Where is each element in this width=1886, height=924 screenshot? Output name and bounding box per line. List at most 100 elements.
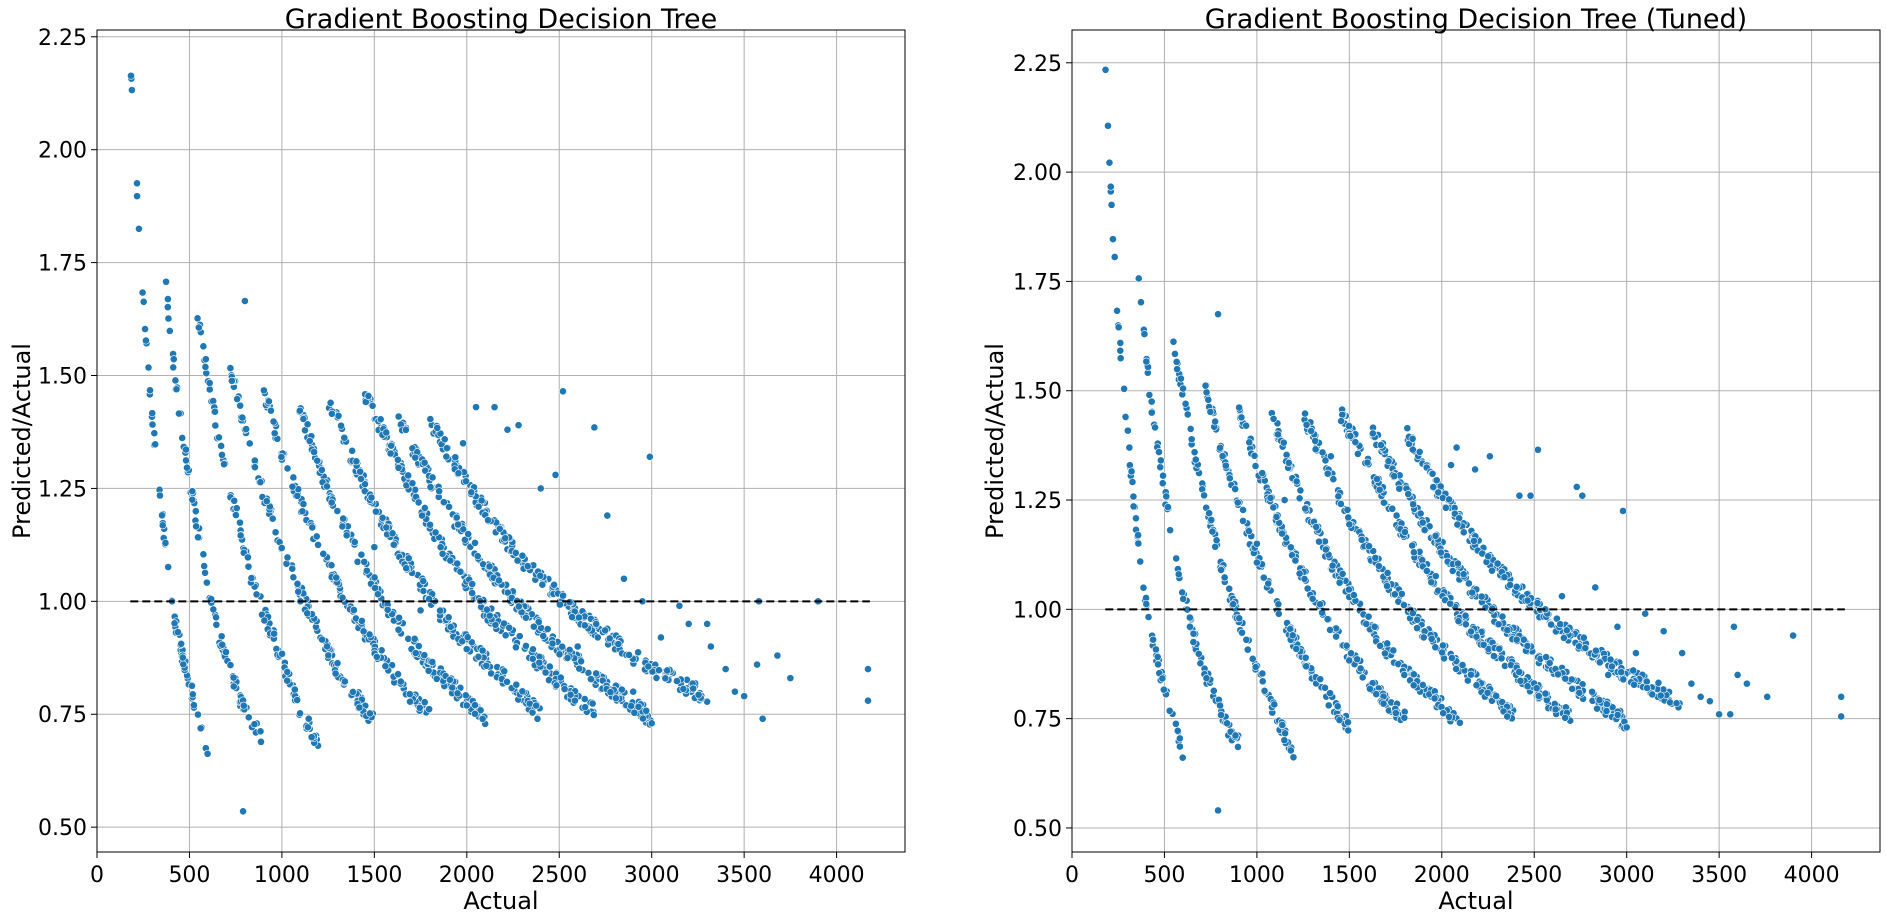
scatter-point: [1189, 629, 1198, 638]
scatter-point: [1353, 449, 1362, 458]
scatter-point: [1121, 413, 1130, 421]
scatter-point: [312, 532, 321, 541]
scatter-point: [1467, 670, 1475, 679]
scatter-point: [1301, 653, 1310, 662]
scatter-point: [1107, 200, 1116, 209]
scatter-point: [476, 706, 485, 715]
scatter-point: [298, 507, 307, 516]
y-tick-label: 1.00: [38, 590, 87, 615]
scatter-point: [376, 415, 385, 424]
scatter-point: [1140, 330, 1149, 338]
scatter-point: [1622, 723, 1631, 732]
scatter-point: [456, 567, 465, 576]
scatter-point: [1171, 350, 1179, 358]
scatter-point: [545, 662, 554, 671]
scatter-point: [503, 677, 511, 686]
x-axis-label-2: Actual: [1438, 887, 1513, 915]
scatter-point: [188, 681, 196, 690]
scatter-point: [164, 563, 173, 571]
scatter-point: [217, 632, 226, 641]
scatter-point: [1326, 689, 1334, 698]
scatter-point: [1280, 496, 1289, 504]
scatter-point: [1591, 646, 1600, 655]
scatter-point: [1134, 274, 1143, 283]
scatter-point: [1438, 641, 1447, 650]
scatter-point: [259, 386, 268, 395]
y-tick-label: 0.50: [1013, 817, 1062, 842]
scatter-point: [170, 619, 179, 628]
scatter-point: [1494, 620, 1503, 629]
scatter-point: [1260, 686, 1269, 695]
scatter-point: [1617, 668, 1626, 677]
scatter-point: [1302, 662, 1311, 671]
scatter-point: [1376, 641, 1384, 650]
scatter-point: [559, 387, 567, 396]
scatter-point: [202, 578, 211, 587]
scatter-point: [1328, 561, 1337, 570]
scatter-point: [1270, 700, 1279, 709]
scatter-point: [1389, 646, 1398, 655]
scatter-point: [1231, 731, 1240, 740]
scatter-point: [177, 639, 186, 648]
scatter-point: [1109, 235, 1117, 244]
scatter-point: [556, 600, 564, 609]
scatter-point: [864, 665, 872, 673]
scatter-point: [1278, 721, 1287, 729]
scatter-point: [1422, 566, 1431, 575]
scatter-point: [1641, 609, 1650, 618]
scatter-point: [1125, 443, 1134, 452]
scatter-point: [1648, 690, 1657, 699]
scatter-point: [1164, 503, 1172, 511]
scatter-point: [1288, 631, 1297, 640]
scatter-point: [360, 557, 369, 566]
scatter-point: [350, 606, 358, 614]
scatter-point: [374, 590, 382, 599]
scatter-point: [474, 502, 483, 511]
scatter-point: [1147, 408, 1156, 417]
scatter-point: [212, 613, 220, 622]
scatter-point: [1395, 484, 1404, 493]
scatter-point: [319, 549, 328, 558]
scatter-point: [203, 749, 212, 758]
scatter-point: [179, 660, 188, 669]
scatter-point: [1420, 526, 1429, 534]
scatter-point: [1258, 669, 1267, 678]
scatter-point: [580, 695, 589, 703]
scatter-point: [411, 649, 420, 657]
scatter-point: [558, 642, 567, 651]
scatter-point: [337, 421, 345, 430]
scatter-point: [188, 487, 197, 496]
scatter-point: [296, 709, 304, 718]
scatter-point: [161, 539, 170, 547]
scatter-point: [425, 705, 434, 714]
scatter-point: [1392, 511, 1401, 520]
x-tick-label: 4000: [809, 863, 865, 888]
scatter-point: [1446, 599, 1455, 608]
scatter-point: [521, 613, 530, 622]
scatter-point: [1282, 450, 1291, 459]
scatter-point: [1116, 346, 1125, 355]
scatter-point: [304, 714, 313, 723]
scatter-point: [442, 452, 451, 461]
scatter-point: [1656, 691, 1665, 700]
scatter-point: [395, 613, 403, 622]
scatter-point: [1272, 513, 1281, 521]
scatter-point: [182, 445, 190, 454]
scatter-point: [327, 409, 336, 418]
scatter-point: [1356, 664, 1365, 673]
scatter-point: [1456, 718, 1464, 727]
scatter-point: [196, 724, 205, 733]
scatter-point: [1291, 556, 1300, 565]
scatter-point: [1220, 573, 1229, 582]
scatter-point: [1274, 600, 1283, 609]
scatter-point: [1156, 463, 1165, 472]
scatter-point: [1666, 698, 1674, 707]
scatter-point: [338, 593, 347, 602]
scatter-point: [394, 463, 403, 472]
scatter-point: [601, 626, 610, 635]
scatter-point: [1114, 323, 1123, 332]
scatter-point: [1120, 384, 1129, 393]
scatter-point: [1409, 670, 1418, 679]
scatter-point: [468, 580, 477, 588]
scatter-point: [1151, 423, 1159, 432]
